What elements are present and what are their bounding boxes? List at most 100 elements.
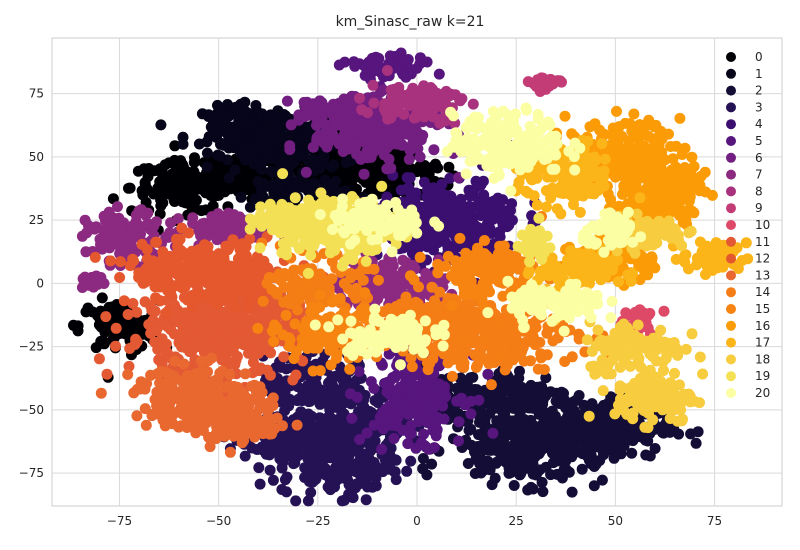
data-point bbox=[215, 138, 226, 150]
data-point bbox=[239, 450, 251, 462]
data-point bbox=[588, 480, 600, 492]
data-point bbox=[419, 440, 431, 452]
data-point bbox=[192, 338, 204, 350]
data-point bbox=[263, 118, 275, 130]
data-point bbox=[403, 153, 415, 165]
data-point bbox=[176, 222, 188, 234]
data-point bbox=[418, 111, 430, 123]
data-point bbox=[228, 211, 240, 223]
data-point bbox=[174, 233, 186, 245]
data-point bbox=[213, 220, 225, 232]
data-point bbox=[487, 427, 499, 439]
data-point bbox=[402, 438, 414, 450]
data-point bbox=[72, 325, 84, 337]
data-point bbox=[473, 429, 484, 441]
data-point bbox=[245, 267, 257, 279]
data-point bbox=[384, 261, 396, 273]
data-point bbox=[381, 386, 393, 398]
data-point bbox=[495, 404, 507, 416]
data-point bbox=[123, 182, 134, 194]
data-point bbox=[165, 279, 176, 291]
data-point bbox=[449, 89, 461, 101]
data-point bbox=[368, 382, 380, 394]
data-point bbox=[169, 355, 181, 367]
data-point bbox=[345, 124, 357, 136]
data-point bbox=[115, 224, 127, 235]
data-point bbox=[323, 436, 335, 448]
data-point bbox=[550, 395, 562, 407]
data-point bbox=[139, 177, 151, 188]
data-point bbox=[340, 157, 352, 169]
data-point bbox=[501, 211, 513, 223]
data-point bbox=[407, 82, 419, 94]
data-point bbox=[296, 444, 308, 456]
data-point bbox=[141, 268, 153, 280]
data-point bbox=[327, 129, 339, 141]
data-point bbox=[177, 138, 189, 150]
data-point bbox=[281, 95, 293, 107]
data-point bbox=[197, 218, 208, 230]
data-point bbox=[425, 406, 437, 417]
series-2 bbox=[397, 359, 704, 498]
data-point bbox=[418, 428, 430, 440]
data-point bbox=[235, 191, 247, 203]
data-point bbox=[413, 385, 425, 397]
data-point bbox=[414, 151, 426, 163]
data-point bbox=[407, 259, 419, 271]
data-point bbox=[364, 407, 376, 419]
data-point bbox=[290, 436, 302, 448]
data-point bbox=[469, 468, 481, 479]
data-point bbox=[249, 347, 261, 359]
data-point bbox=[411, 62, 423, 74]
data-point bbox=[274, 157, 285, 169]
data-point bbox=[229, 164, 241, 176]
data-point bbox=[326, 372, 338, 383]
data-point bbox=[492, 192, 504, 204]
data-point bbox=[252, 176, 264, 187]
data-point bbox=[302, 154, 313, 166]
data-point bbox=[402, 409, 414, 420]
data-point bbox=[462, 458, 474, 469]
data-point bbox=[367, 463, 379, 475]
data-point bbox=[453, 416, 465, 428]
data-point bbox=[323, 389, 335, 401]
data-point bbox=[218, 211, 230, 223]
data-point bbox=[480, 464, 491, 475]
data-point bbox=[397, 254, 409, 266]
data-point bbox=[155, 200, 167, 212]
data-point bbox=[326, 468, 338, 480]
data-point bbox=[481, 218, 493, 230]
data-point bbox=[551, 437, 563, 449]
data-point bbox=[565, 417, 577, 429]
data-point bbox=[540, 372, 552, 384]
data-point bbox=[498, 433, 510, 445]
data-point bbox=[223, 172, 235, 184]
data-point bbox=[444, 172, 456, 184]
data-point bbox=[210, 182, 222, 194]
data-point bbox=[443, 161, 455, 173]
data-point bbox=[658, 305, 670, 317]
data-point bbox=[496, 444, 508, 456]
data-point bbox=[148, 188, 160, 200]
data-point bbox=[212, 99, 223, 111]
data-point bbox=[429, 102, 440, 114]
data-point bbox=[190, 194, 202, 206]
data-point bbox=[126, 220, 138, 232]
data-point bbox=[531, 403, 543, 415]
data-point bbox=[385, 108, 397, 119]
data-point bbox=[298, 96, 310, 108]
data-point bbox=[239, 279, 250, 291]
data-point bbox=[264, 464, 276, 476]
data-point bbox=[211, 318, 223, 330]
data-point bbox=[417, 453, 429, 464]
data-point bbox=[362, 437, 374, 449]
data-point bbox=[110, 340, 121, 352]
data-point bbox=[182, 294, 194, 306]
data-point bbox=[537, 486, 549, 498]
data-point bbox=[178, 269, 189, 281]
data-point bbox=[378, 409, 390, 421]
data-point bbox=[505, 387, 517, 399]
data-point bbox=[465, 423, 477, 435]
data-point bbox=[225, 286, 237, 298]
